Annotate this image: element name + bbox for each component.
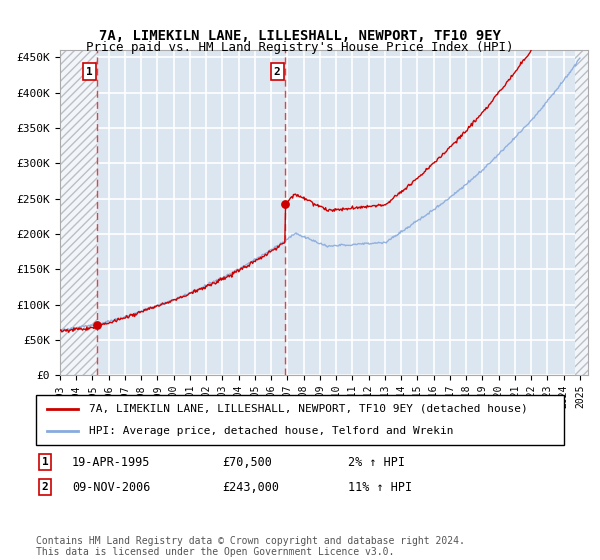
Text: £243,000: £243,000 [222,480,279,494]
Point [281,199,290,208]
Bar [60,50,97,375]
Text: 2: 2 [41,482,49,492]
Text: £70,500: £70,500 [222,455,272,469]
Text: 2: 2 [274,67,281,77]
Text: 2% ↑ HPI: 2% ↑ HPI [348,455,405,469]
Bar [60,50,97,375]
Text: 1: 1 [86,67,92,77]
Text: HPI: Average price, detached house, Telford and Wrekin: HPI: Average price, detached house, Telf… [89,426,454,436]
Text: Price paid vs. HM Land Registry's House Price Index (HPI): Price paid vs. HM Land Registry's House … [86,41,514,54]
Text: 1: 1 [41,457,49,467]
Bar [575,50,588,375]
Text: 09-NOV-2006: 09-NOV-2006 [72,480,151,494]
Point [92,321,102,330]
Text: Contains HM Land Registry data © Crown copyright and database right 2024.
This d: Contains HM Land Registry data © Crown c… [36,535,465,557]
FancyBboxPatch shape [36,395,564,445]
Text: 11% ↑ HPI: 11% ↑ HPI [348,480,412,494]
Text: 7A, LIMEKILN LANE, LILLESHALL, NEWPORT, TF10 9EY (detached house): 7A, LIMEKILN LANE, LILLESHALL, NEWPORT, … [89,404,527,414]
Text: 7A, LIMEKILN LANE, LILLESHALL, NEWPORT, TF10 9EY: 7A, LIMEKILN LANE, LILLESHALL, NEWPORT, … [99,29,501,44]
Bar [575,50,588,375]
Text: 19-APR-1995: 19-APR-1995 [72,455,151,469]
